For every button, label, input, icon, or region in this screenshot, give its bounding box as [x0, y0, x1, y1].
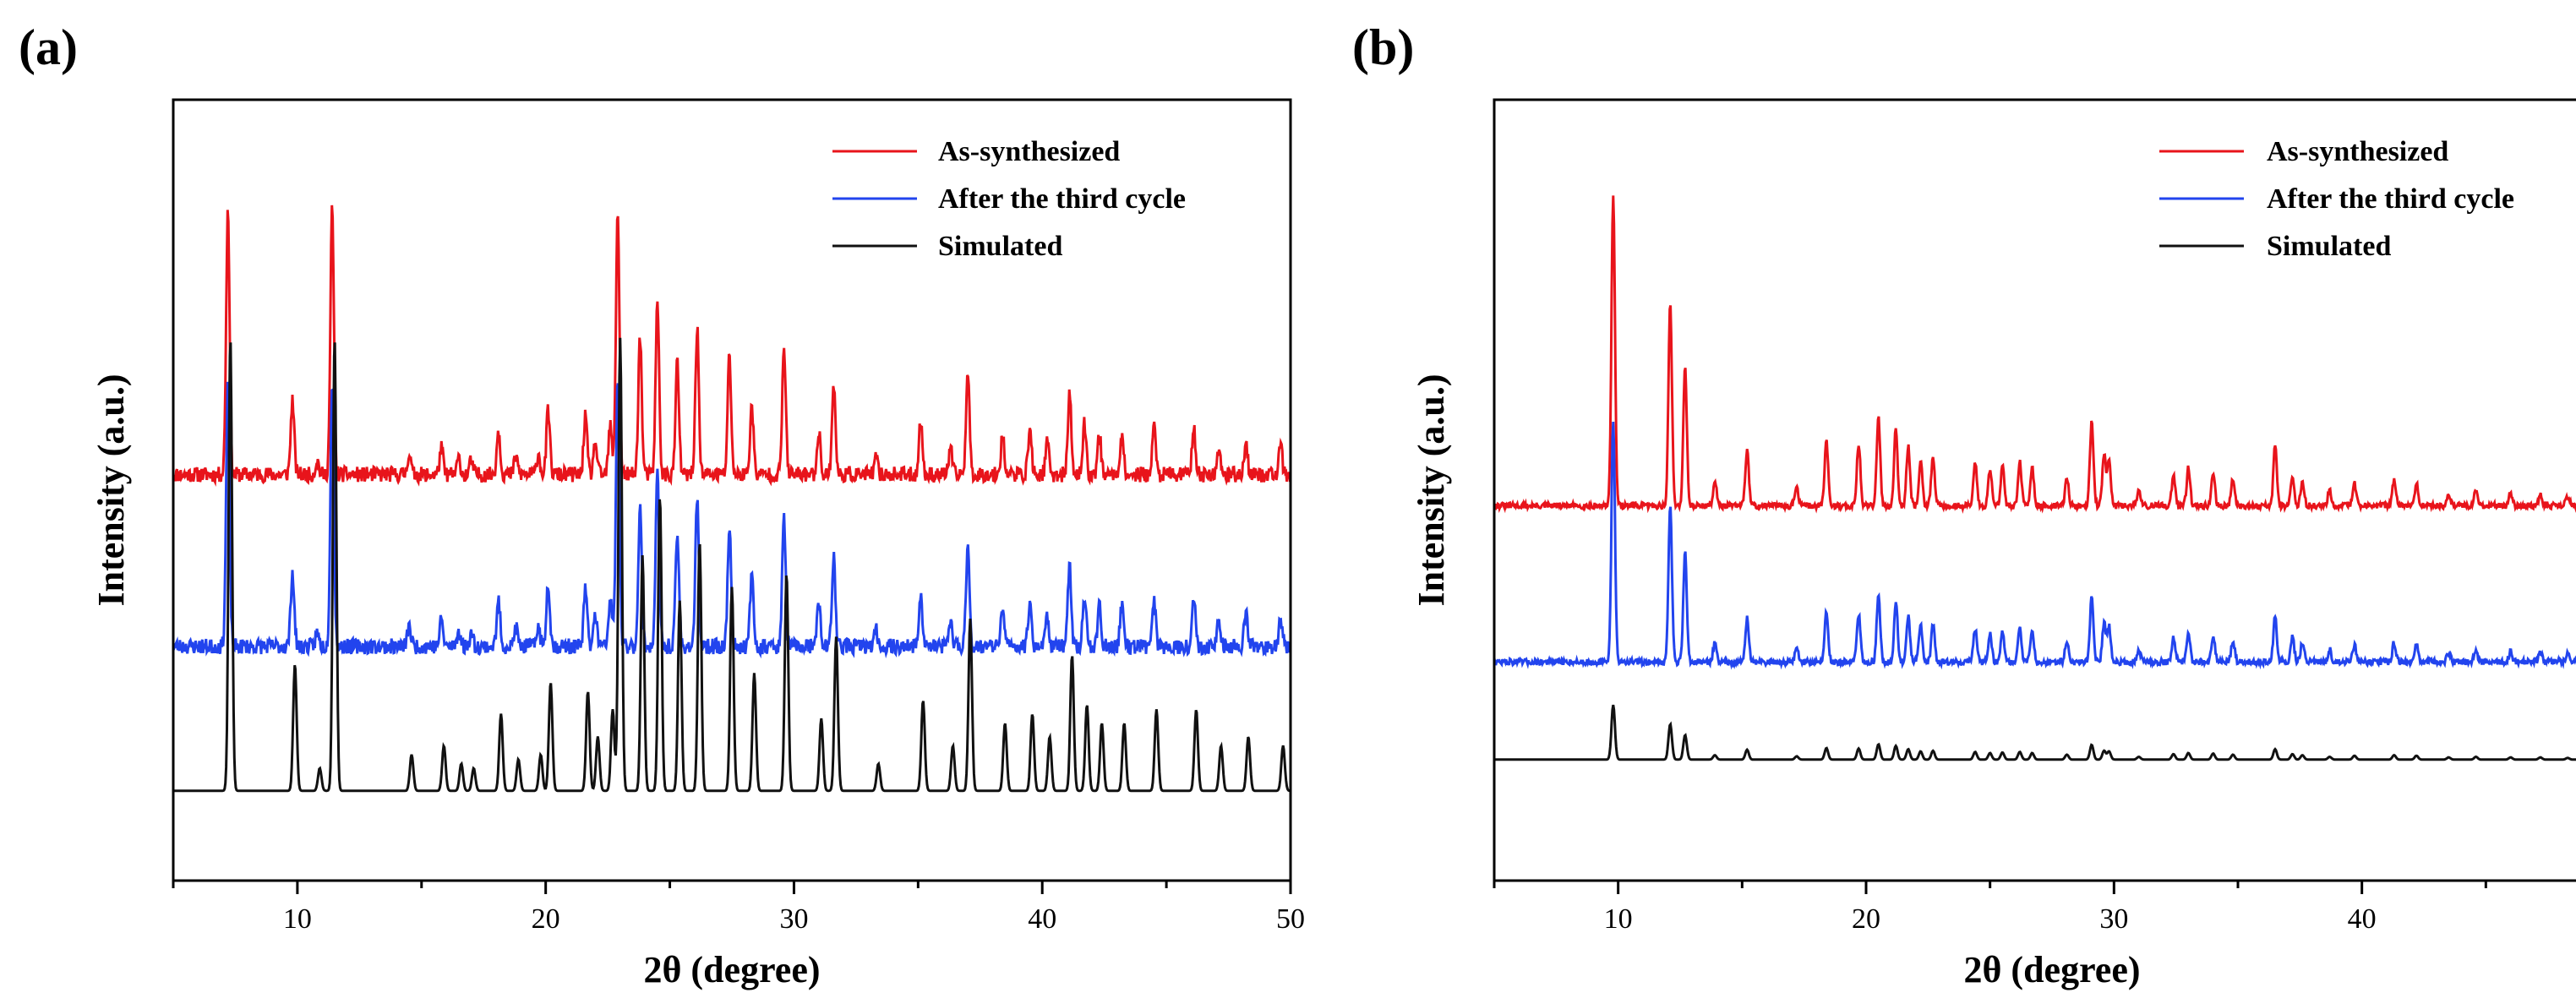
legend: As-synthesized After the third cycle Simul…	[832, 136, 1186, 262]
x-tick-label: 30	[2099, 903, 2128, 935]
series-line-after-the-third-cycle	[1494, 422, 2576, 670]
x-tick-label: 10	[283, 903, 312, 935]
panel-label: (b)	[1352, 19, 1414, 75]
legend-label: After the third cycle	[2267, 183, 2514, 215]
x-tick-label: 20	[532, 903, 560, 935]
y-axis-title: Intensity (a.u.)	[90, 374, 132, 606]
panel-label: (a)	[19, 19, 78, 75]
x-tick-label: 30	[779, 903, 808, 935]
x-tick-label: 20	[1852, 903, 1880, 935]
legend-label: As-synthesized	[2267, 136, 2448, 167]
panel-a: (a) 10 20 30 40 50 2θ (degree) Intensity (a.u.)…	[19, 19, 1305, 990]
plot-frame	[172, 98, 1292, 882]
x-axis-title: 2θ (degree)	[643, 949, 820, 990]
y-axis-title: Intensity (a.u.)	[1411, 374, 1452, 606]
series-line-as-synthesized	[1494, 195, 2576, 515]
legend-label: As-synthesized	[938, 136, 1120, 167]
series-line-simulated	[173, 337, 1291, 793]
x-tick-label: 40	[2348, 903, 2377, 935]
x-axis-title: 2θ (degree)	[1963, 949, 2140, 990]
x-tick-label: 40	[1028, 903, 1056, 935]
legend: As-synthesized After the third cycle Simul…	[2159, 136, 2514, 262]
legend-label: Simulated	[2267, 231, 2391, 262]
series-line-as-synthesized	[173, 205, 1291, 487]
legend-label: Simulated	[938, 231, 1062, 262]
x-tick-label: 10	[1604, 903, 1633, 935]
series-line-simulated	[1494, 704, 2576, 761]
x-tick-label: 50	[1276, 903, 1305, 935]
legend-label: After the third cycle	[938, 183, 1186, 215]
plot-frame	[1493, 98, 2576, 882]
